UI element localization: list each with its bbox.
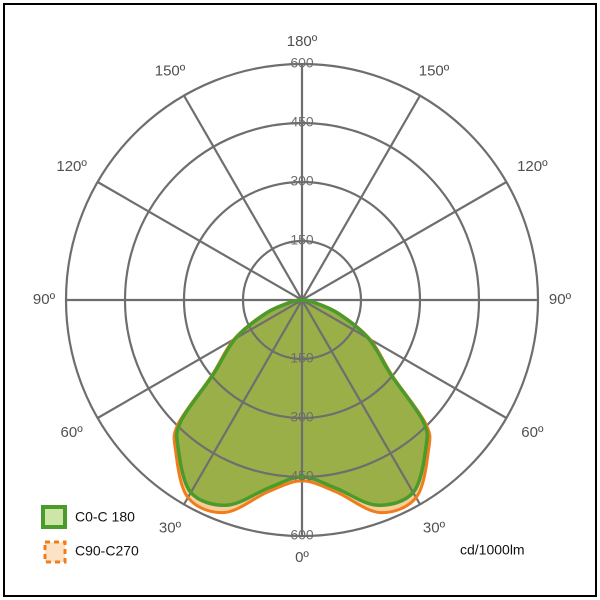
series-line-c0-c-180	[175, 298, 429, 507]
angle-label-right: 90º	[549, 291, 572, 308]
angle-label-bottom-left: 30º	[159, 520, 182, 537]
ring-label-top-300: 300	[290, 173, 314, 189]
angle-label-lower-right: 60º	[521, 424, 544, 441]
unit-label: cd/1000lm	[460, 542, 525, 558]
ring-label-top-450: 450	[290, 114, 314, 130]
angle-label-bottom: 0º	[295, 549, 309, 566]
chart-frame: 150 150 300 300 450 450 600 600 180º 150º 150º 120º…	[3, 3, 597, 597]
angle-label-bottom-right: 30º	[423, 520, 446, 537]
ring-label-bottom-150: 150	[290, 350, 314, 366]
angle-label-left: 90º	[33, 291, 56, 308]
legend: C0-C 180 C90-C270	[41, 505, 139, 564]
legend-label-c90-c270: C90-C270	[75, 543, 139, 559]
angle-label-lower-left: 60º	[61, 424, 84, 441]
ring-label-bottom-300: 300	[290, 409, 314, 425]
angle-label-upper-right: 150º	[419, 62, 450, 79]
angle-label-mid-upper-right: 120º	[517, 158, 548, 175]
axis-labels: 150 150 300 300 450 450 600 600 180º 150º 150º 120º…	[33, 33, 572, 566]
ring-label-bottom-600: 600	[290, 527, 314, 543]
angle-label-mid-upper-left: 120º	[56, 158, 87, 175]
ring-label-top-150: 150	[290, 232, 314, 248]
angle-label-upper-left: 150º	[155, 62, 186, 79]
series-outlines	[172, 298, 432, 515]
legend-label-c0-c180: C0-C 180	[75, 509, 135, 525]
ring-label-top-600: 600	[290, 55, 314, 71]
angle-label-top: 180º	[287, 33, 318, 50]
ring-label-bottom-450: 450	[290, 468, 314, 484]
polar-chart: 150 150 300 300 450 450 600 600 180º 150º 150º 120º…	[33, 33, 572, 566]
legend-swatch-c90-c270	[43, 540, 67, 564]
legend-swatch-c0-c180	[41, 505, 67, 529]
